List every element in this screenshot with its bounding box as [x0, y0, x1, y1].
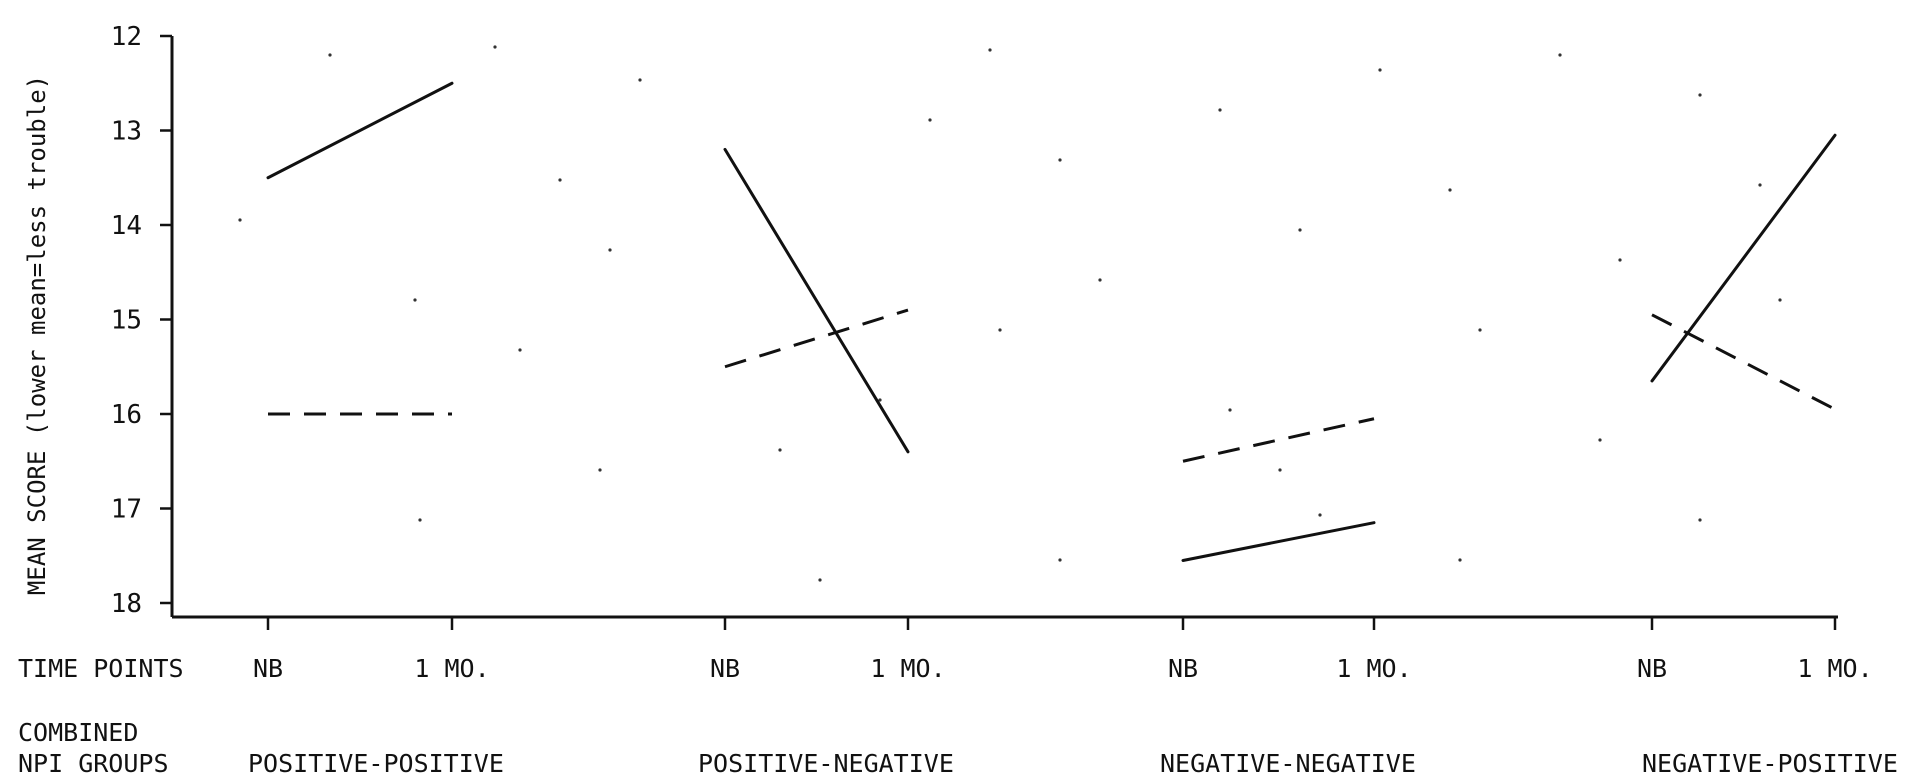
series-line-dashed — [724, 308, 909, 369]
group-label: POSITIVE-NEGATIVE — [698, 749, 954, 778]
y-tick-label: 14 — [111, 211, 142, 241]
group-label: NEGATIVE-NEGATIVE — [1160, 749, 1416, 778]
noise-speck — [818, 578, 822, 582]
time-points-label: TIME POINTS — [18, 654, 184, 683]
series-line-dashed — [1182, 417, 1375, 463]
x-tick-label: 1 MO. — [870, 654, 945, 683]
series-line-solid — [1181, 521, 1376, 562]
noise-speck — [1448, 188, 1452, 192]
noise-speck — [988, 48, 992, 52]
noise-speck — [1218, 108, 1222, 112]
series-line-solid — [1650, 133, 1837, 383]
group-label: NEGATIVE-POSITIVE — [1642, 749, 1898, 778]
noise-speck — [493, 45, 497, 49]
x-tick-label: NB — [710, 654, 740, 683]
groups-label-line2: NPI GROUPS — [18, 749, 169, 778]
group-label: POSITIVE-POSITIVE — [248, 749, 504, 778]
y-tick-label: 16 — [111, 400, 142, 430]
y-tick-label: 18 — [111, 589, 142, 619]
x-ticks: NB 1 MO. NB 1 MO. NB 1 MO. NB 1 MO. — [253, 617, 1873, 683]
noise-speck — [1298, 228, 1302, 232]
x-tick-label: 1 MO. — [1336, 654, 1411, 683]
noise-speck — [413, 298, 417, 302]
y-axis-title: MEAN SCORE (lower mean=less trouble) — [23, 75, 51, 595]
y-tick-label: 17 — [111, 495, 142, 525]
noise-speck — [1758, 183, 1762, 187]
series-line-dashed — [1651, 313, 1836, 411]
noise-speck — [1478, 328, 1482, 332]
noise-speck — [638, 78, 642, 82]
noise-speck — [1778, 298, 1782, 302]
x-tick-label: 1 MO. — [1797, 654, 1872, 683]
noise-speck — [1098, 278, 1102, 282]
noise-speck — [598, 468, 602, 472]
x-tick-label: NB — [1637, 654, 1667, 683]
y-ticks: 12 13 14 15 16 17 18 — [111, 22, 172, 619]
noise-speck — [1558, 53, 1562, 57]
x-tick-label: 1 MO. — [414, 654, 489, 683]
noise-speck — [1598, 438, 1602, 442]
series-line-solid — [723, 147, 910, 454]
y-tick-label: 13 — [111, 117, 142, 147]
noise-speck — [1228, 408, 1232, 412]
noise-speck — [418, 518, 422, 522]
y-tick-label: 15 — [111, 306, 142, 336]
noise-speck — [608, 248, 612, 252]
noise-speck — [878, 398, 882, 402]
noise-speck — [1618, 258, 1622, 262]
noise-speck — [1458, 558, 1462, 562]
x-tick-label: NB — [253, 654, 283, 683]
noise-speck — [998, 328, 1002, 332]
noise-speck — [328, 53, 332, 57]
series-lines — [266, 81, 1837, 562]
noise-speck — [928, 118, 932, 122]
group-labels: POSITIVE-POSITIVE POSITIVE-NEGATIVE NEGATI… — [248, 749, 1898, 778]
x-tick-label: NB — [1168, 654, 1198, 683]
noise-speck — [1378, 68, 1382, 72]
noise-speck — [1058, 558, 1062, 562]
noise-speck — [1698, 93, 1702, 97]
noise-speck — [1318, 513, 1322, 517]
noise-speck — [1698, 518, 1702, 522]
noise-speck — [558, 178, 562, 182]
noise-speck — [1058, 158, 1062, 162]
groups-label-line1: COMBINED — [18, 718, 138, 747]
noise-speck — [1278, 468, 1282, 472]
noise-speck — [778, 448, 782, 452]
noise-speck — [238, 218, 242, 222]
series-line-solid — [266, 81, 454, 180]
scan-noise — [238, 45, 1782, 582]
noise-speck — [518, 348, 522, 352]
y-tick-label: 12 — [111, 22, 142, 52]
